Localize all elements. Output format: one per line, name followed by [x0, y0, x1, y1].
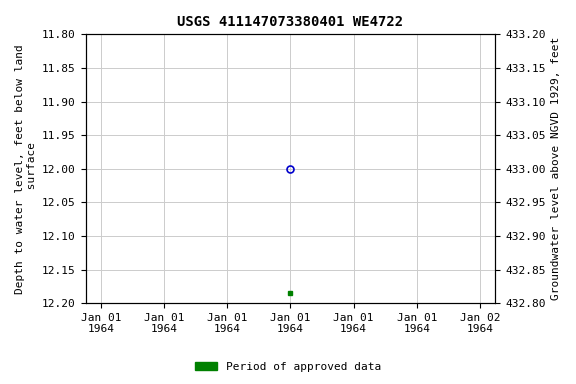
Y-axis label: Groundwater level above NGVD 1929, feet: Groundwater level above NGVD 1929, feet [551, 37, 561, 300]
Y-axis label: Depth to water level, feet below land
 surface: Depth to water level, feet below land su… [15, 44, 37, 294]
Title: USGS 411147073380401 WE4722: USGS 411147073380401 WE4722 [177, 15, 403, 29]
Legend: Period of approved data: Period of approved data [191, 358, 385, 377]
